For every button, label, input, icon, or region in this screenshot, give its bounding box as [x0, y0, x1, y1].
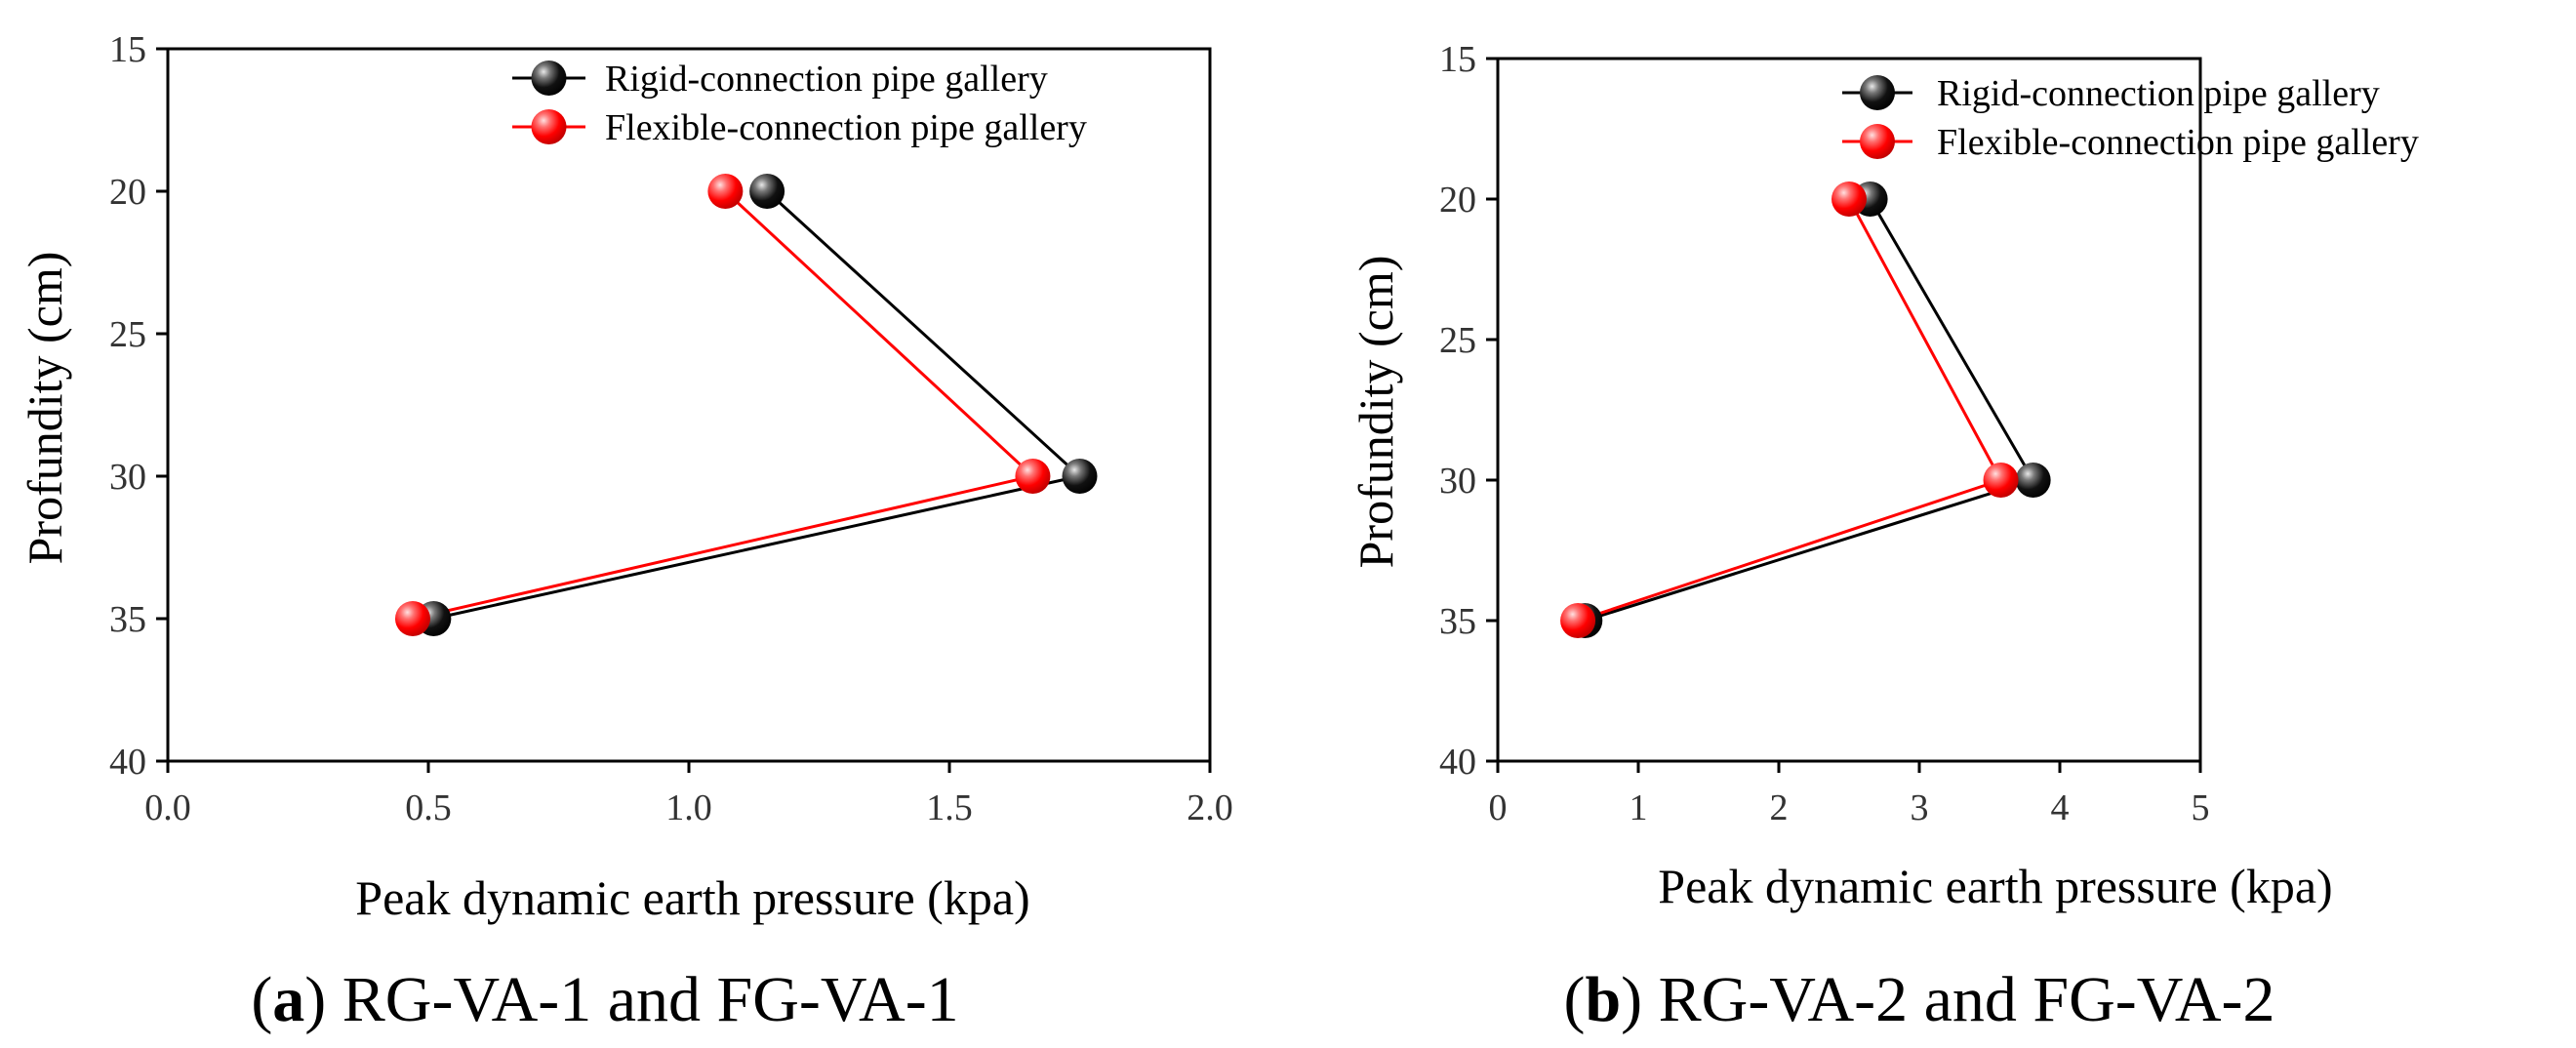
x-tick-label: 5: [2192, 787, 2210, 828]
data-point-rigid: [749, 174, 785, 209]
panel-caption: (a) RG-VA-1 and FG-VA-1: [251, 964, 958, 1035]
legend: Rigid-connection pipe gallery Flexible-co…: [1842, 73, 2419, 163]
x-axis-title: Peak dynamic earth pressure (kpa): [355, 870, 1029, 925]
data-point-flexible: [1831, 181, 1867, 217]
y-tick-label: 25: [1439, 320, 1476, 361]
data-point-rigid: [2015, 463, 2051, 498]
legend: Rigid-connection pipe gallery Flexible-co…: [512, 59, 1087, 148]
legend-entry-flexible: Flexible-connection pipe gallery: [605, 107, 1087, 148]
x-tick-label: 3: [1911, 787, 1929, 828]
legend-entry-rigid: Rigid-connection pipe gallery: [1937, 73, 2380, 114]
y-axis-title: Profundity (cm): [18, 252, 72, 565]
x-tick-label: 0.5: [405, 787, 452, 828]
y-tick-label: 15: [1439, 39, 1476, 80]
chart-panel-a: Profundity (cm) Peak dynamic earth press…: [18, 29, 1233, 1035]
y-tick-label: 20: [109, 172, 146, 213]
y-tick-label: 30: [109, 457, 146, 498]
legend-marker-flexible: [1860, 124, 1895, 159]
y-tick-label: 15: [109, 29, 146, 70]
data-point-flexible: [1015, 459, 1051, 494]
y-tick-label: 40: [109, 742, 146, 783]
y-tick-label: 35: [1439, 601, 1476, 642]
data-point-flexible: [1983, 463, 2019, 498]
x-tick-label: 1.5: [926, 787, 973, 828]
legend-entry-rigid: Rigid-connection pipe gallery: [605, 59, 1048, 100]
y-axis-title: Profundity (cm): [1348, 256, 1403, 569]
x-tick-label: 0.0: [144, 787, 191, 828]
y-tick-label: 25: [109, 314, 146, 355]
legend-marker-rigid: [531, 60, 567, 96]
y-tick-label: 20: [1439, 180, 1476, 221]
panel-caption: (b) RG-VA-2 and FG-VA-2: [1563, 964, 2274, 1035]
series-line-rigid: [1584, 198, 2035, 623]
y-tick-label: 35: [109, 599, 146, 640]
data-point-flexible: [707, 174, 744, 209]
x-tick-label: 2: [1770, 787, 1789, 828]
chart-panel-b: Profundity (cm) Peak dynamic earth press…: [1348, 39, 2419, 1035]
x-tick-label: 4: [2051, 787, 2070, 828]
legend-marker-flexible: [531, 109, 567, 144]
x-axis-title: Peak dynamic earth pressure (kpa): [1658, 859, 2332, 913]
plot-frame: [166, 47, 1212, 763]
x-tick-label: 2.0: [1187, 787, 1233, 828]
data-point-flexible: [394, 601, 430, 636]
legend-entry-flexible: Flexible-connection pipe gallery: [1937, 122, 2419, 163]
data-point-rigid: [1062, 459, 1098, 494]
x-tick-label: 0: [1489, 787, 1508, 828]
legend-marker-rigid: [1860, 75, 1895, 110]
series-line-rigid: [433, 189, 1083, 621]
plot-frame: [1496, 57, 2202, 763]
x-tick-label: 1.0: [665, 787, 712, 828]
data-point-flexible: [1560, 603, 1596, 638]
x-tick-label: 1: [1630, 787, 1648, 828]
y-tick-label: 40: [1439, 742, 1476, 783]
y-tick-label: 30: [1439, 461, 1476, 502]
